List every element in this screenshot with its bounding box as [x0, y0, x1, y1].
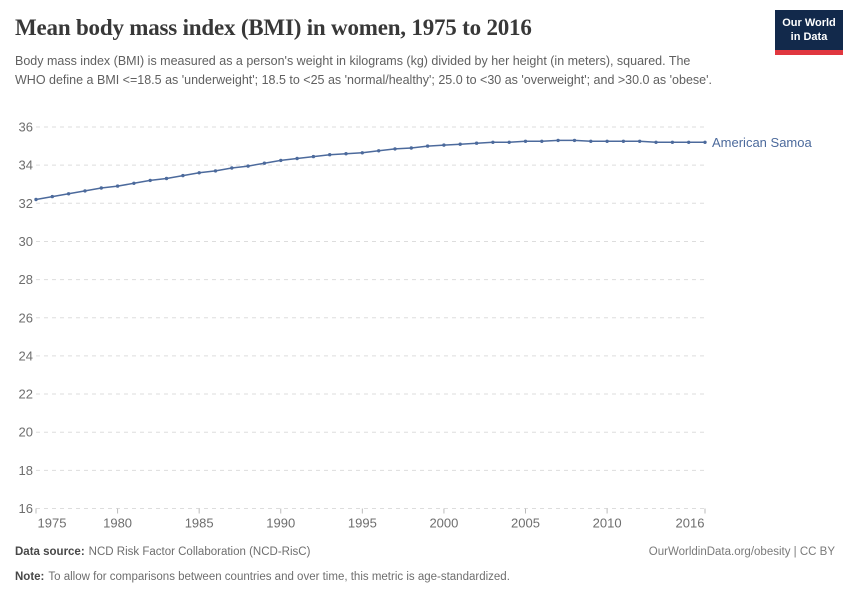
page-title: Mean body mass index (BMI) in women, 197… — [15, 15, 532, 40]
y-axis-label: 20 — [19, 425, 33, 440]
data-point — [99, 186, 104, 190]
x-axis-label: 1980 — [103, 516, 132, 531]
y-axis-label: 32 — [19, 196, 33, 211]
x-axis-label: 2000 — [429, 516, 458, 531]
y-axis-label: 30 — [19, 234, 33, 249]
data-point — [328, 153, 332, 157]
owid-logo-line1: Our World — [782, 17, 836, 29]
data-point — [638, 139, 642, 143]
data-point — [181, 173, 185, 178]
data-point — [589, 139, 593, 143]
data-point — [66, 192, 71, 196]
note-label: Note: — [15, 571, 45, 583]
y-axis-label: 18 — [19, 463, 33, 478]
data-point — [115, 184, 120, 188]
data-source-text: NCD Risk Factor Collaboration (NCD-RisC) — [88, 546, 311, 558]
data-point — [230, 166, 234, 170]
data-point — [262, 161, 267, 165]
x-axis-label: 1995 — [348, 516, 377, 531]
data-point — [34, 197, 38, 202]
data-point — [311, 154, 316, 159]
data-point — [556, 138, 560, 143]
data-point — [279, 158, 283, 163]
data-point — [458, 142, 462, 146]
data-point — [523, 139, 528, 143]
owid-logo: Our World in Data — [775, 10, 843, 55]
data-point — [148, 178, 152, 183]
data-point — [197, 171, 201, 175]
series-label: American Samoa — [712, 135, 812, 150]
data-point — [703, 140, 707, 144]
data-point — [409, 146, 413, 150]
x-axis-label: 1985 — [185, 516, 214, 531]
y-axis-label: 34 — [19, 158, 33, 173]
data-point — [425, 144, 430, 148]
data-point — [213, 169, 218, 173]
x-axis-label: 1975 — [38, 516, 67, 531]
data-point — [295, 156, 299, 161]
data-point — [474, 141, 479, 145]
y-axis-label: 24 — [19, 348, 33, 363]
x-axis-label: 2005 — [511, 516, 540, 531]
data-point — [50, 194, 54, 199]
data-point — [132, 181, 136, 185]
chart-canvas: 16 18 20 22 24 26 28 30 32 34 36 1975 1980 1985 1990 19… — [19, 120, 813, 531]
y-axis-label: 16 — [19, 501, 33, 516]
data-point — [621, 139, 626, 143]
x-axis-label: 1990 — [266, 516, 295, 531]
owid-logo-line2: in Data — [790, 30, 828, 43]
data-point — [540, 139, 544, 143]
data-point — [572, 138, 577, 143]
data-point — [670, 140, 675, 144]
y-axis-label: 22 — [19, 387, 33, 402]
data-point — [491, 140, 495, 144]
license-text: OurWorldinData.org/obesity | CC BY — [648, 546, 835, 558]
data-source-line: Data source: NCD Risk Factor Collaboratio… — [15, 545, 310, 559]
data-point — [344, 152, 348, 156]
x-axis-label: 2016 — [676, 516, 705, 531]
data-point — [507, 140, 511, 144]
data-point — [83, 189, 87, 193]
footer-row: Data source: NCD Risk Factor Collaboratio… — [15, 545, 835, 559]
data-point — [393, 147, 397, 151]
note-line: Note: To allow for comparisons between co… — [15, 570, 835, 584]
y-axis-label: 28 — [19, 272, 33, 287]
note-text: To allow for comparisons between countri… — [48, 571, 510, 583]
data-point — [442, 143, 446, 147]
x-axis-label: 2010 — [593, 516, 622, 531]
data-line — [35, 139, 706, 201]
data-point — [246, 164, 250, 168]
data-point — [605, 139, 609, 143]
chart-subtitle: Body mass index (BMI) is measured as a p… — [15, 54, 712, 87]
data-point — [360, 151, 364, 155]
data-source-label: Data source: — [15, 546, 85, 558]
data-point — [377, 149, 381, 153]
data-point — [164, 176, 169, 181]
data-point — [687, 140, 691, 144]
y-axis-label: 26 — [19, 310, 33, 325]
data-point — [654, 140, 658, 144]
y-axis-label: 36 — [19, 120, 33, 135]
chart-footer: Data source: NCD Risk Factor Collaboratio… — [15, 545, 835, 584]
